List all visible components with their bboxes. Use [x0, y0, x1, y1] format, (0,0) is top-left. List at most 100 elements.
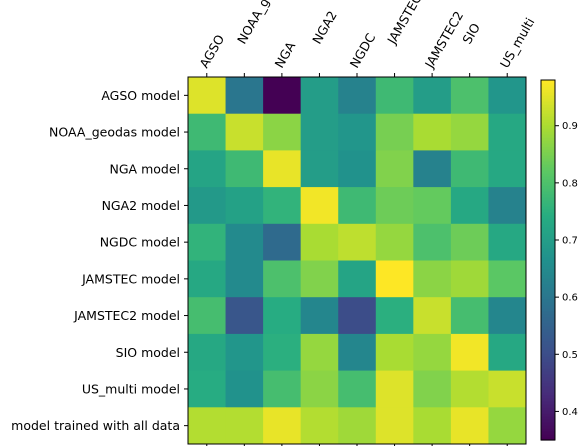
heatmap-cell: [338, 223, 377, 261]
heatmap-cell: [188, 370, 227, 408]
heatmap-cell: [375, 113, 414, 151]
heatmap-cell: [263, 77, 302, 115]
colorbar-segment: [541, 188, 555, 192]
colorbar-segment: [541, 86, 555, 90]
heatmap-cell: [450, 260, 489, 298]
heatmap-cell: [375, 150, 414, 188]
heatmap-cell: [188, 297, 227, 335]
colorbar-segment: [541, 416, 555, 420]
heatmap-cell: [450, 113, 489, 151]
x-tick-label: NOAA_geodas: [234, 0, 291, 46]
heatmap-cell: [300, 260, 339, 298]
colorbar-segment: [541, 437, 555, 441]
colorbar-segment: [541, 245, 555, 249]
colorbar-segment: [541, 383, 555, 387]
heatmap-cell: [188, 333, 227, 372]
heatmap-cell: [263, 370, 302, 408]
colorbar-segment: [541, 119, 555, 123]
heatmap-cell: [300, 297, 339, 335]
colorbar-segment: [541, 242, 555, 246]
heatmap-cell: [225, 260, 264, 298]
colorbar-segment: [541, 104, 555, 108]
heatmap-cell: [263, 150, 302, 188]
colorbar-segment: [541, 155, 555, 159]
colorbar-segment: [541, 386, 555, 390]
colorbar-segment: [541, 101, 555, 105]
colorbar-segment: [541, 371, 555, 375]
colorbar-segment: [541, 296, 555, 300]
colorbar-segment: [541, 134, 555, 138]
colorbar-segment: [541, 419, 555, 423]
heatmap-cell: [338, 77, 377, 115]
heatmap-cell: [450, 370, 489, 408]
colorbar-segment: [541, 176, 555, 180]
heatmap-cell: [263, 407, 302, 445]
colorbar-segment: [541, 284, 555, 288]
heatmap-cell: [300, 187, 339, 225]
colorbar-segment: [541, 236, 555, 240]
colorbar-segment: [541, 410, 555, 414]
colorbar-segment: [541, 89, 555, 93]
colorbar-segment: [541, 212, 555, 216]
heatmap-cell: [188, 223, 227, 261]
heatmap-cell: [450, 407, 489, 445]
heatmap-cell: [338, 113, 377, 151]
heatmap-cell: [450, 223, 489, 261]
colorbar-segment: [541, 311, 555, 315]
heatmap-cell: [338, 150, 377, 188]
colorbar-segment: [541, 143, 555, 147]
heatmap-cell: [300, 370, 339, 408]
heatmap-cell: [488, 260, 527, 298]
colorbar-segment: [541, 407, 555, 411]
colorbar-segment: [541, 395, 555, 399]
colorbar-segment: [541, 167, 555, 171]
colorbar-segment: [541, 92, 555, 96]
y-tick-label: NOAA_geodas model: [49, 125, 180, 140]
heatmap-cell: [450, 150, 489, 188]
colorbar-segment: [541, 317, 555, 321]
colorbar-tick-label: 0.8: [562, 178, 578, 189]
heatmap-cell: [263, 223, 302, 261]
colorbar-segment: [541, 185, 555, 189]
heatmap-cell: [450, 333, 489, 372]
colorbar-segment: [541, 116, 555, 120]
colorbar-segment: [541, 398, 555, 402]
colorbar-segment: [541, 323, 555, 327]
colorbar-segment: [541, 425, 555, 429]
heatmap-cell: [188, 77, 227, 115]
heatmap-cell: [300, 77, 339, 115]
heatmap-cell: [375, 260, 414, 298]
heatmap-cell: [413, 407, 452, 445]
heatmap-cell: [450, 77, 489, 115]
heatmap-cell: [225, 223, 264, 261]
heatmap-cell: [413, 333, 452, 372]
colorbar-segment: [541, 95, 555, 99]
x-tick-label: US_multi: [497, 15, 538, 70]
heatmap-cell: [488, 407, 527, 445]
colorbar-segment: [541, 122, 555, 126]
heatmap-cell: [413, 297, 452, 335]
colorbar-frame: [540, 79, 556, 441]
heatmap-cell: [225, 297, 264, 335]
colorbar-segment: [541, 281, 555, 285]
heatmap-cell: [225, 370, 264, 408]
colorbar-segment: [541, 248, 555, 252]
colorbar-segment: [541, 200, 555, 204]
heatmap-cell: [338, 407, 377, 445]
colorbar-segment: [541, 164, 555, 168]
colorbar-segment: [541, 149, 555, 153]
heatmap-cell: [375, 333, 414, 372]
colorbar-tick-label: 0.9: [562, 121, 578, 132]
heatmap-cell: [375, 223, 414, 261]
colorbar-segment: [541, 401, 555, 405]
colorbar-segment: [541, 209, 555, 213]
heatmap-cell: [413, 150, 452, 188]
colorbar-segment: [541, 338, 555, 342]
colorbar-segment: [541, 335, 555, 339]
heatmap-cell: [488, 187, 527, 225]
colorbar-segment: [541, 215, 555, 219]
x-tick-label: AGSO: [196, 32, 227, 71]
colorbar-segment: [541, 350, 555, 354]
heatmap-cell: [488, 297, 527, 335]
heatmap-cell: [225, 150, 264, 188]
